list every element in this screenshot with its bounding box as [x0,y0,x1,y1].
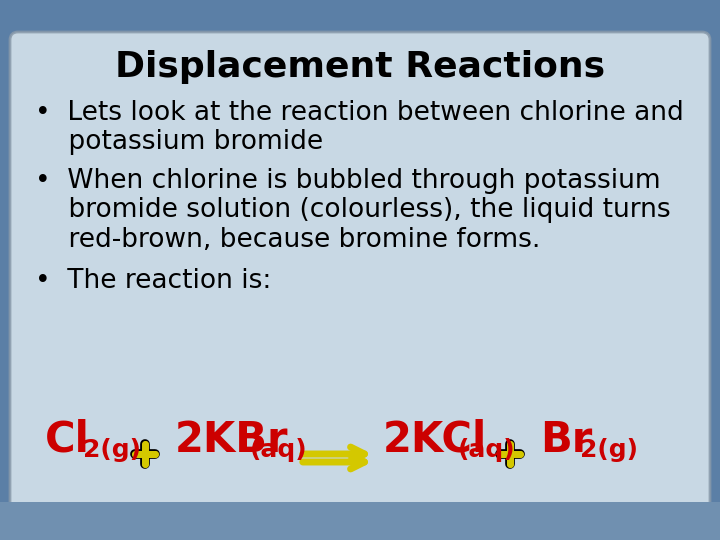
Text: bromide solution (colourless), the liquid turns: bromide solution (colourless), the liqui… [35,197,670,223]
Text: 2KBr: 2KBr [175,419,289,461]
Text: red-brown, because bromine forms.: red-brown, because bromine forms. [35,227,541,253]
Text: (aq): (aq) [458,438,516,462]
Text: 2(g): 2(g) [83,438,141,462]
Bar [0,502,720,540]
Text: •  The reaction is:: • The reaction is: [35,268,271,294]
Text: potassium bromide: potassium bromide [35,130,323,156]
Text: Cl: Cl [45,419,90,461]
Text: 2KCl: 2KCl [383,419,487,461]
Text: Displacement Reactions: Displacement Reactions [115,50,605,84]
Text: (aq): (aq) [250,438,307,462]
Text: Br: Br [540,419,593,461]
Text: •  Lets look at the reaction between chlorine and: • Lets look at the reaction between chlo… [35,100,684,126]
FancyBboxPatch shape [10,32,710,510]
Text: •  When chlorine is bubbled through potassium: • When chlorine is bubbled through potas… [35,168,661,194]
Text: 2(g): 2(g) [580,438,638,462]
